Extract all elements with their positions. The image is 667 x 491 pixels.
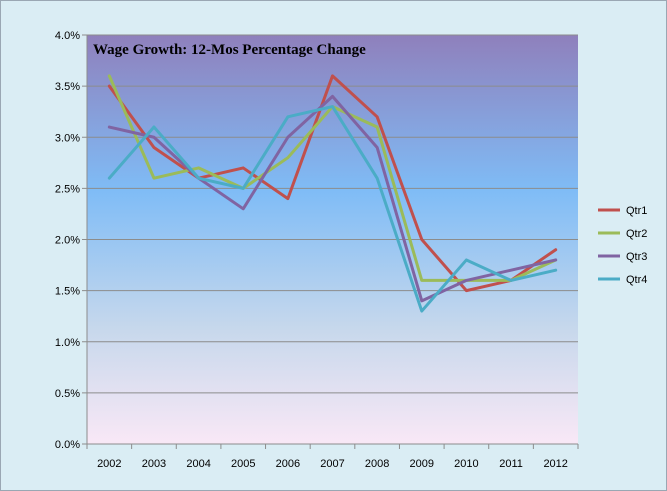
data-point-qtr1 (331, 74, 334, 77)
y-tick-label: 0.0% (55, 439, 80, 451)
x-tick-label: 2011 (499, 458, 523, 470)
data-point-qtr4 (554, 269, 557, 272)
x-tick-label: 2010 (454, 458, 478, 470)
data-point-qtr3 (152, 136, 155, 139)
y-tick-label: 0.5% (55, 388, 80, 400)
data-point-qtr3 (108, 126, 111, 129)
data-point-qtr1 (554, 248, 557, 251)
y-tick-label: 1.5% (55, 286, 80, 298)
legend-label: Qtr1 (626, 205, 647, 217)
x-tick-label: 2009 (410, 458, 434, 470)
data-point-qtr4 (152, 126, 155, 129)
x-tick-label: 2008 (365, 458, 389, 470)
data-point-qtr4 (242, 187, 245, 190)
data-point-qtr3 (242, 207, 245, 210)
data-point-qtr2 (286, 156, 289, 159)
data-point-qtr1 (108, 85, 111, 88)
data-point-qtr2 (376, 126, 379, 129)
y-tick-label: 2.0% (55, 235, 80, 247)
chart-title: Wage Growth: 12-Mos Percentage Change (93, 42, 366, 58)
series-line-qtr3 (107, 94, 558, 303)
x-tick-label: 2006 (276, 458, 300, 470)
data-point-qtr4 (510, 279, 513, 282)
series-line-qtr1 (107, 74, 558, 293)
series-line-qtr4 (107, 105, 558, 313)
data-point-qtr2 (420, 279, 423, 282)
data-point-qtr4 (331, 105, 334, 108)
data-point-qtr1 (286, 197, 289, 200)
data-point-qtr3 (465, 279, 468, 282)
legend-label: Qtr3 (626, 251, 647, 263)
data-point-qtr3 (331, 95, 334, 98)
series-lines (107, 74, 558, 313)
data-point-qtr4 (465, 258, 468, 261)
gridlines (87, 34, 578, 445)
y-tick-label: 1.0% (55, 337, 80, 349)
data-point-qtr3 (420, 299, 423, 302)
data-point-qtr4 (420, 310, 423, 313)
data-point-qtr2 (152, 177, 155, 180)
data-point-qtr1 (152, 146, 155, 149)
data-point-qtr4 (286, 115, 289, 118)
x-tick-label: 2002 (97, 458, 121, 470)
axes: 0.0% 0.5% 1.0% 1.5% 2.0% 2.5% 3.0% 3.5% 4.0% 2002… (55, 30, 579, 470)
x-tick-label: 2004 (186, 458, 210, 470)
x-tick-label: 2003 (142, 458, 166, 470)
legend-label: Qtr4 (626, 274, 647, 286)
data-point-qtr3 (510, 269, 513, 272)
data-point-qtr1 (420, 238, 423, 241)
y-tick-label: 3.5% (55, 81, 80, 93)
data-point-qtr4 (197, 177, 200, 180)
data-point-qtr1 (465, 289, 468, 292)
data-point-qtr2 (197, 166, 200, 169)
data-point-qtr3 (376, 146, 379, 149)
y-tick-label: 3.0% (55, 132, 80, 144)
x-tick-label: 2012 (543, 458, 567, 470)
legend-label: Qtr2 (626, 228, 647, 240)
data-point-qtr2 (108, 74, 111, 77)
data-point-qtr4 (376, 177, 379, 180)
data-point-qtr3 (286, 136, 289, 139)
legend: Qtr1 Qtr2 Qtr3 Qtr4 (598, 205, 647, 286)
data-point-qtr1 (376, 115, 379, 118)
data-point-qtr1 (242, 166, 245, 169)
x-tick-label: 2007 (320, 458, 344, 470)
data-point-qtr4 (108, 177, 111, 180)
y-tick-label: 4.0% (55, 30, 80, 42)
x-tick-label: 2005 (231, 458, 255, 470)
y-tick-label: 2.5% (55, 183, 80, 195)
data-point-qtr3 (554, 258, 557, 261)
